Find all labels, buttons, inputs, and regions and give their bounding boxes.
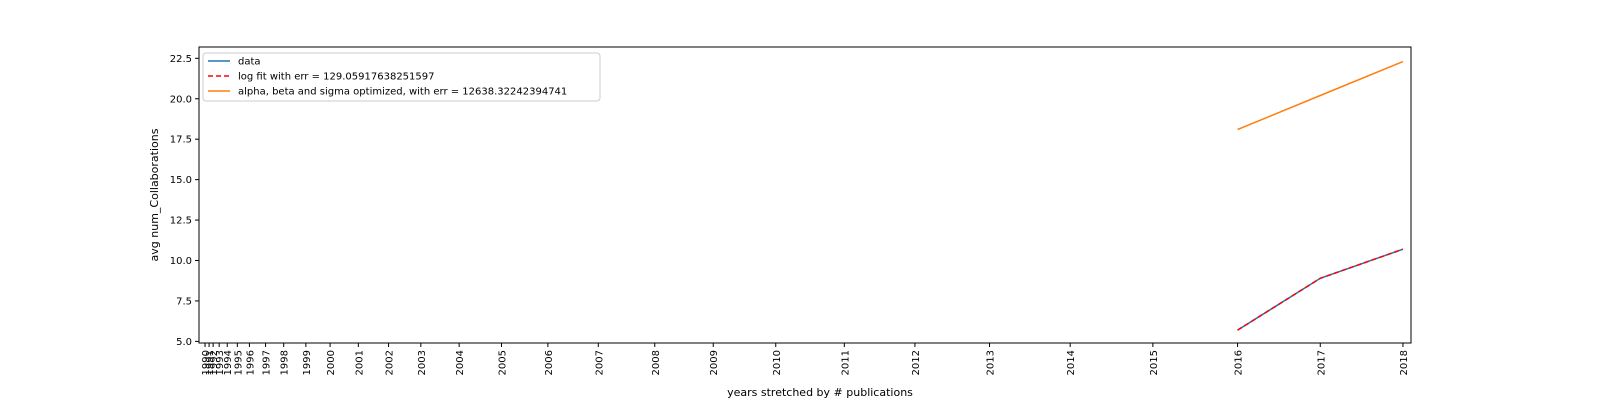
y-tick-label: 5.0 [176,337,192,348]
x-tick-label: 1998 [280,350,291,375]
x-tick-label: 2011 [840,350,851,375]
x-tick-label: 2017 [1316,350,1327,375]
plot-area-frame [198,46,1412,344]
x-tick-label: 2007 [594,350,605,375]
series-line-2 [1237,60,1404,131]
x-tick-label: 1990 [201,350,212,375]
x-tick-label: 2005 [497,350,508,375]
y-tick-label: 7.5 [176,296,192,307]
x-axis-label: years stretched by # publications [727,386,913,399]
legend-label: data [238,57,261,68]
legend-label: log fit with err = 129.05917638251597 [238,72,435,83]
x-tick-label: 1997 [262,350,273,375]
y-tick-label: 22.5 [170,54,192,65]
x-tick-label: 2010 [772,350,783,375]
x-tick-label: 2012 [911,350,922,375]
series-line-1 [1237,248,1404,331]
x-tick-label: 1993 [215,350,226,375]
x-tick-label: 2015 [1149,350,1160,375]
x-tick-label: 2001 [354,350,365,375]
y-axis-label: avg num_Collaborations [148,128,161,261]
x-tick-label: 2003 [417,350,428,375]
x-tick-label: 2016 [1234,350,1245,375]
x-tick-label: 2009 [709,350,720,375]
x-tick-label: 2002 [385,350,396,375]
x-tick-label: 1992 [209,350,220,375]
legend-box [202,52,601,102]
x-tick-label: 2006 [544,350,555,375]
x-tick-label: 1999 [302,350,313,375]
x-tick-label: 1995 [233,350,244,375]
x-tick-label: 1994 [223,350,234,375]
x-tick-label: 1996 [245,350,256,375]
y-tick-label: 12.5 [170,216,192,227]
series-line-0 [1237,248,1404,331]
x-tick-label: 2014 [1066,350,1077,375]
y-tick-label: 20.0 [170,94,192,105]
x-tick-label: 2000 [326,350,337,375]
x-tick-label: 2008 [651,350,662,375]
x-tick-label: 2018 [1399,350,1410,375]
y-tick-label: 17.5 [170,135,192,146]
x-tick-label: 1991 [205,350,216,375]
y-tick-label: 15.0 [170,175,192,186]
y-tick-label: 10.0 [170,256,192,267]
x-tick-label: 2013 [986,350,997,375]
x-tick-label: 2004 [455,350,466,375]
legend-label: alpha, beta and sigma optimized, with er… [238,87,567,98]
